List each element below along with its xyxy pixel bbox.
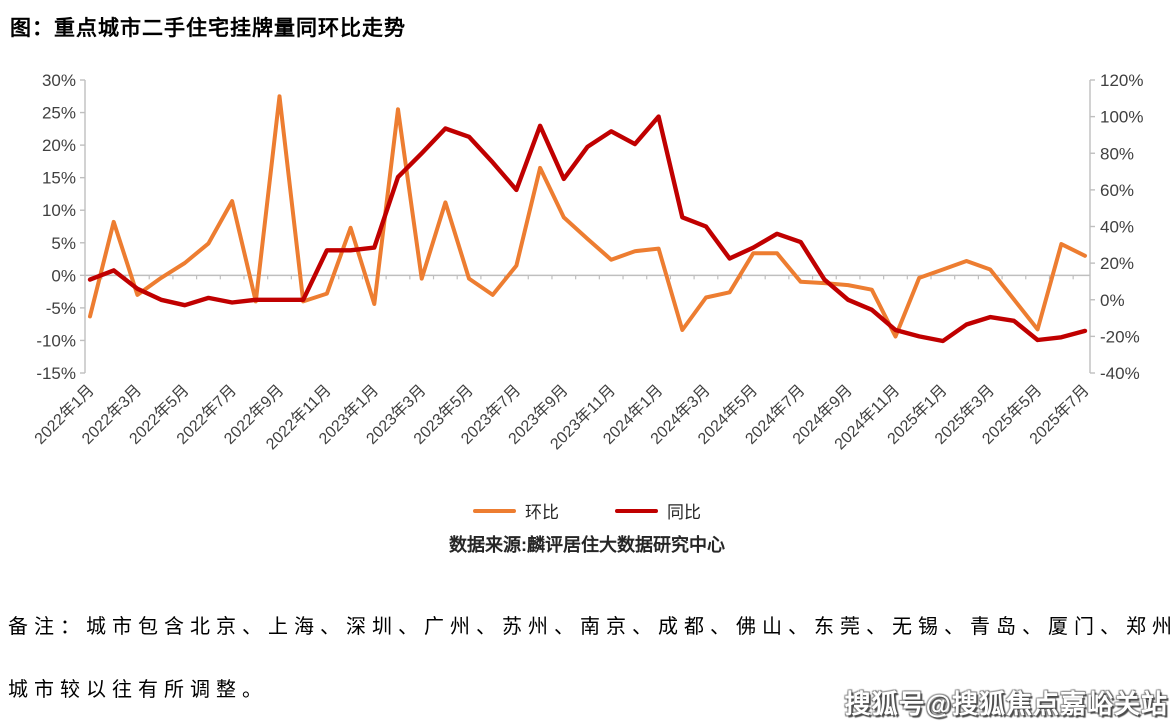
legend-label-mom: 环比 <box>525 503 559 522</box>
mom-line-swatch <box>473 508 516 513</box>
legend-item-mom: 环比 <box>473 498 559 523</box>
left-axis-tick-label: -15% <box>36 364 76 383</box>
right-axis-tick-label: 40% <box>1100 218 1134 237</box>
right-axis-tick-label: 120% <box>1100 71 1143 90</box>
right-axis-tick-label: 80% <box>1100 144 1134 163</box>
left-axis-tick-label: -10% <box>36 331 76 350</box>
right-axis-tick-label: 100% <box>1100 108 1143 127</box>
left-axis-tick-label: 10% <box>42 201 76 220</box>
data-source-caption: 数据来源:麟评居住大数据研究中心 <box>449 535 725 555</box>
right-axis-tick-label: 20% <box>1100 254 1134 273</box>
left-axis-tick-label: 20% <box>42 136 76 155</box>
footnote-line2: 城市较以往有所调整。 <box>8 677 268 701</box>
yoy-line-series <box>87 114 1088 344</box>
left-axis-tick-label: 25% <box>42 104 76 123</box>
watermark: 搜狐号@搜狐焦点嘉峪关站 <box>844 689 1168 719</box>
legend: 环比 同比 <box>0 498 1174 523</box>
left-axis-tick-label: 30% <box>42 71 76 90</box>
left-axis-tick-label: 5% <box>51 234 76 253</box>
legend-label-yoy: 同比 <box>667 503 701 522</box>
left-axis-tick-label: 15% <box>42 169 76 188</box>
chart-title: 图：重点城市二手住宅挂牌量同环比走势 <box>10 17 406 40</box>
right-axis-tick-label: -40% <box>1100 364 1140 383</box>
right-axis-tick-label: -20% <box>1100 327 1140 346</box>
left-axis-tick-label: -5% <box>46 299 76 318</box>
right-axis-tick-label: 60% <box>1100 181 1134 200</box>
yoy-line-swatch <box>615 508 658 513</box>
right-axis-tick-label: 0% <box>1100 291 1125 310</box>
legend-item-yoy: 同比 <box>615 498 701 523</box>
footnote: 备注：城市包含北京、上海、深圳、广州、苏州、南京、成都、佛山、东莞、无锡、青岛、… <box>8 610 1174 702</box>
footnote-line1: 备注：城市包含北京、上海、深圳、广州、苏州、南京、成都、佛山、东莞、无锡、青岛、… <box>8 614 1174 638</box>
left-axis-tick-label: 0% <box>51 266 76 285</box>
chart-svg: 30% 25% 20% 15% 10% 5% 0% -5% -10% -15% 120% 100% 80… <box>31 71 1143 453</box>
